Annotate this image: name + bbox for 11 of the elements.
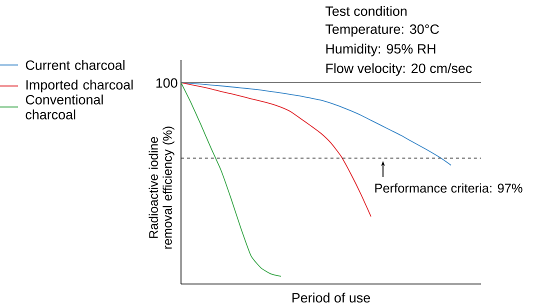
annotation: Performance criteria: 97%	[375, 183, 522, 193]
x-axis-title: Period of use	[292, 292, 370, 303]
text: Test condition	[326, 6, 407, 16]
text: Flow velocity: 20 cm/sec	[326, 63, 472, 76]
legend-label: Imported charcoal	[26, 80, 133, 92]
y-axis-title: Radioactive iodine removal efficiency (%)	[148, 126, 174, 249]
legend-label: Current charcoal	[26, 60, 124, 70]
text: 100	[156, 78, 178, 88]
text: Humidity: 95% RH	[326, 44, 436, 56]
legend-label: Conventional charcoal	[26, 94, 103, 120]
text: Temperature: 30°C	[326, 24, 439, 37]
